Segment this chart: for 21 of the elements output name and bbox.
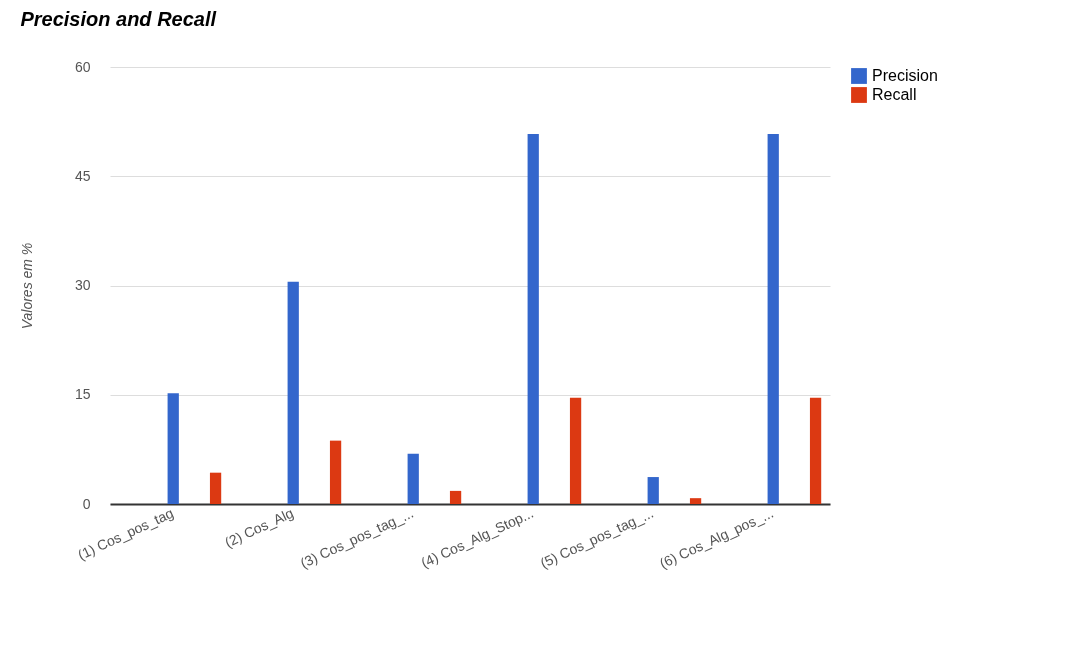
bar [527, 134, 539, 504]
bar [809, 397, 822, 504]
legend-label: Precision [872, 67, 938, 84]
legend-label: Recall [872, 86, 917, 103]
bar [449, 490, 462, 504]
chart-title: Precision and Recall [20, 8, 217, 30]
y-tick-label: 0 [82, 495, 91, 512]
y-axis-title: Valores em % [18, 242, 35, 330]
bar [407, 453, 419, 504]
bar [569, 397, 582, 504]
bar [209, 472, 222, 504]
bar [767, 134, 779, 504]
bar [287, 281, 299, 504]
y-tick-label: 30 [74, 277, 91, 293]
bar [689, 498, 702, 504]
y-tick-label: 15 [74, 386, 91, 403]
y-tick-label: 45 [74, 167, 91, 184]
bar [647, 477, 659, 504]
y-tick-label: 60 [74, 58, 91, 75]
bar [329, 440, 342, 504]
bar [167, 393, 179, 504]
